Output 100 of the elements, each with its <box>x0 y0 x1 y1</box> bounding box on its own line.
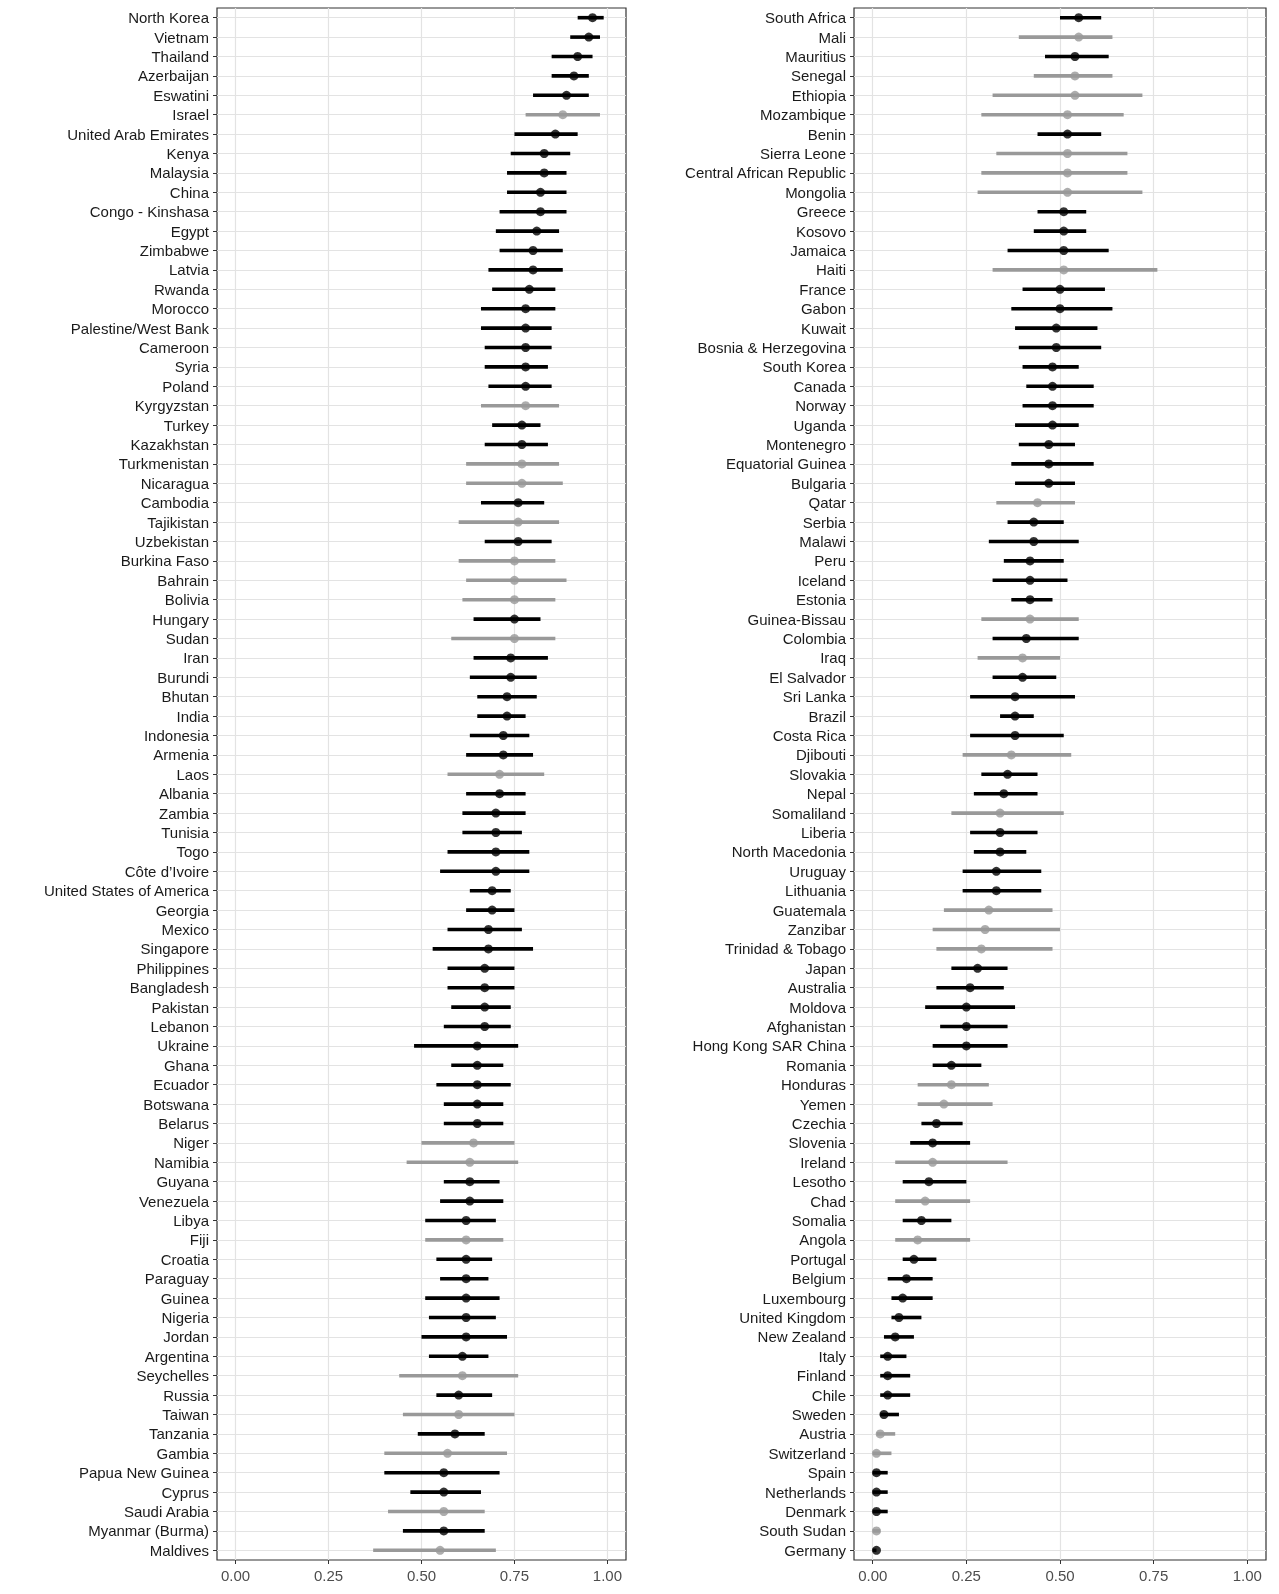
y-tick-label: Hong Kong SAR China <box>692 1037 847 1055</box>
y-tick-label: Italy <box>818 1347 847 1365</box>
y-tick-label: Romania <box>785 1056 847 1074</box>
y-tick-label: Austria <box>799 1425 847 1443</box>
y-tick-label: Uruguay <box>789 862 847 880</box>
y-tick-label: Nepal <box>806 785 846 803</box>
y-tick-label: Greece <box>796 203 846 221</box>
y-tick-label: Belgium <box>791 1270 846 1288</box>
y-tick-label: Czechia <box>791 1115 847 1132</box>
y-tick-label: Vietnam <box>154 28 209 46</box>
y-tick-label: Bosnia & Herzegovina <box>697 339 847 356</box>
y-tick-label: Jamaica <box>790 242 847 259</box>
y-tick-label: Burkina Faso <box>120 552 209 570</box>
y-tick-label: Togo <box>176 843 209 861</box>
y-tick-label: Bahrain <box>157 571 209 589</box>
y-tick-label: Armenia <box>153 746 210 764</box>
y-tick-label: Kazakhstan <box>130 436 209 453</box>
y-tick-label: Slovenia <box>788 1134 847 1152</box>
y-tick-label: Kenya <box>166 145 210 162</box>
y-tick-label: Iran <box>183 649 209 667</box>
y-tick-label: United Arab Emirates <box>67 125 209 143</box>
y-tick-label: Palestine/West Bank <box>70 319 210 337</box>
y-tick-label: Russia <box>163 1386 210 1404</box>
y-tick-label: Guyana <box>156 1173 210 1191</box>
y-tick-label: Ethiopia <box>791 86 847 104</box>
y-tick-label: Eswatini <box>153 86 209 104</box>
y-tick-label: Belarus <box>158 1115 209 1132</box>
y-tick-label: Moldova <box>789 998 847 1016</box>
y-tick-label: North Korea <box>128 9 210 27</box>
y-tick-label: Spain <box>807 1464 846 1482</box>
y-tick-label: Uzbekistan <box>134 533 209 550</box>
y-tick-label: Equatorial Guinea <box>725 455 847 473</box>
y-tick-label: Mauritius <box>785 48 846 65</box>
y-tick-label: Indonesia <box>143 727 210 744</box>
y-tick-label: Senegal <box>790 67 846 85</box>
y-tick-label: Tanzania <box>148 1425 210 1443</box>
y-tick-label: Saudi Arabia <box>123 1503 210 1520</box>
y-tick-label: Ireland <box>800 1153 846 1171</box>
y-tick-label: Iraq <box>820 649 846 667</box>
y-tick-label: Israel <box>172 106 209 124</box>
y-tick-label: Switzerland <box>768 1444 846 1462</box>
x-tick-label: 0.75 <box>499 1567 530 1584</box>
y-tick-label: Burundi <box>157 668 209 686</box>
y-tick-label: India <box>176 707 210 725</box>
y-tick-label: Zambia <box>158 804 210 822</box>
y-tick-label: Sweden <box>791 1406 846 1423</box>
y-tick-label: Croatia <box>160 1250 210 1268</box>
y-tick-label: Costa Rica <box>772 727 847 744</box>
y-tick-label: Angola <box>799 1231 847 1249</box>
y-tick-label: Estonia <box>795 591 847 609</box>
y-tick-label: Lithuania <box>785 882 847 900</box>
y-tick-label: Somaliland <box>771 804 846 822</box>
y-tick-label: Singapore <box>140 940 209 958</box>
y-tick-label: Turkey <box>163 416 210 434</box>
y-tick-label: Jordan <box>163 1328 209 1346</box>
y-tick-label: Liberia <box>800 824 847 841</box>
y-tick-label: Portugal <box>790 1250 846 1268</box>
y-tick-label: Paraguay <box>144 1270 210 1288</box>
x-tick-label: 0.25 <box>313 1567 344 1584</box>
y-tick-label: Cambodia <box>140 494 210 512</box>
y-tick-label: Côte d’Ivoire <box>124 862 209 880</box>
y-tick-label: Namibia <box>153 1153 210 1171</box>
y-tick-label: Netherlands <box>765 1483 846 1501</box>
y-tick-label: Sri Lanka <box>782 688 847 706</box>
x-tick-label: 1.00 <box>592 1567 623 1584</box>
y-tick-label: Qatar <box>808 494 846 512</box>
y-tick-label: Bulgaria <box>790 474 847 492</box>
y-tick-label: Mali <box>818 28 846 46</box>
y-tick-label: Germany <box>784 1541 847 1559</box>
y-tick-label: Venezuela <box>138 1192 210 1210</box>
y-tick-label: Azerbaijan <box>138 67 209 85</box>
y-tick-label: Nicaragua <box>140 474 210 492</box>
y-tick-label: Latvia <box>168 261 210 279</box>
y-tick-label: Thailand <box>151 48 209 65</box>
y-tick-label: Luxembourg <box>762 1289 846 1307</box>
y-tick-label: Rwanda <box>153 280 210 298</box>
x-tick-label: 0.00 <box>220 1567 251 1584</box>
y-tick-label: Gabon <box>800 300 846 318</box>
y-tick-label: Turkmenistan <box>118 455 209 473</box>
y-tick-label: North Macedonia <box>731 843 847 861</box>
y-tick-label: Norway <box>795 397 847 415</box>
y-tick-label: Afghanistan <box>766 1018 846 1035</box>
y-tick-label: Denmark <box>785 1503 847 1520</box>
y-tick-label: Tajikistan <box>147 513 209 531</box>
y-tick-label: Central African Republic <box>685 164 847 182</box>
y-tick-label: Sudan <box>165 630 209 647</box>
y-tick-label: New Zealand <box>757 1328 846 1346</box>
y-tick-label: Gambia <box>156 1444 210 1462</box>
y-tick-label: Chad <box>810 1192 846 1210</box>
y-tick-label: Morocco <box>151 300 209 318</box>
y-tick-label: Maldives <box>149 1541 209 1559</box>
y-tick-label: Albania <box>158 785 210 803</box>
y-tick-label: Cameroon <box>138 339 209 356</box>
y-tick-label: China <box>169 183 210 201</box>
y-tick-label: Guatemala <box>772 901 847 919</box>
y-tick-label: Uganda <box>793 416 847 434</box>
y-tick-label: Ukraine <box>157 1037 209 1055</box>
x-tick-label: 0.25 <box>951 1567 981 1584</box>
y-tick-label: Bangladesh <box>129 979 209 997</box>
y-tick-label: Somalia <box>791 1212 847 1229</box>
